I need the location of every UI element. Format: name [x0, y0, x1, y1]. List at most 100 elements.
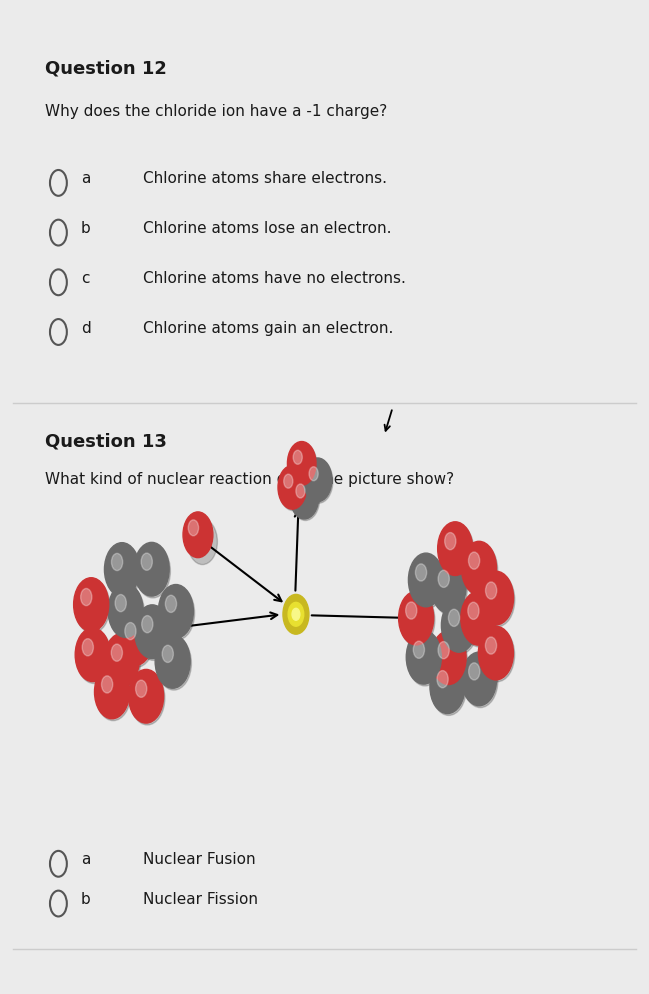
Circle shape	[290, 475, 319, 519]
Circle shape	[438, 641, 449, 659]
Circle shape	[303, 458, 332, 502]
Circle shape	[160, 586, 195, 640]
Circle shape	[129, 669, 164, 723]
Circle shape	[468, 602, 479, 619]
Circle shape	[406, 630, 441, 684]
Circle shape	[165, 595, 177, 612]
Text: b: b	[81, 221, 91, 237]
Circle shape	[156, 636, 191, 690]
Circle shape	[136, 545, 171, 598]
Text: What kind of nuclear reaction does the picture show?: What kind of nuclear reaction does the p…	[45, 472, 454, 487]
Circle shape	[136, 680, 147, 698]
Circle shape	[75, 580, 110, 633]
Text: a: a	[81, 171, 90, 187]
Circle shape	[437, 522, 472, 576]
Circle shape	[445, 533, 456, 550]
Circle shape	[82, 639, 93, 656]
Circle shape	[188, 520, 199, 536]
Circle shape	[77, 630, 112, 684]
Circle shape	[134, 543, 169, 596]
Circle shape	[437, 671, 448, 688]
Text: Chlorine atoms lose an electron.: Chlorine atoms lose an electron.	[143, 221, 391, 237]
Circle shape	[309, 467, 318, 481]
Circle shape	[463, 654, 498, 708]
Text: Question 13: Question 13	[45, 432, 167, 450]
Circle shape	[136, 606, 171, 660]
Circle shape	[108, 583, 143, 637]
Circle shape	[141, 615, 153, 633]
Circle shape	[96, 667, 131, 721]
Text: Why does the chloride ion have a -1 charge?: Why does the chloride ion have a -1 char…	[45, 104, 387, 119]
Circle shape	[469, 552, 480, 570]
Circle shape	[106, 545, 141, 598]
Circle shape	[278, 465, 306, 509]
Circle shape	[461, 591, 496, 645]
Circle shape	[115, 594, 127, 611]
Circle shape	[183, 512, 213, 558]
Circle shape	[104, 543, 140, 596]
Circle shape	[480, 628, 515, 682]
Circle shape	[95, 665, 130, 719]
Circle shape	[75, 628, 110, 682]
Text: Chlorine atoms have no electrons.: Chlorine atoms have no electrons.	[143, 270, 406, 286]
Circle shape	[292, 608, 300, 620]
Circle shape	[478, 572, 513, 625]
Circle shape	[291, 477, 320, 521]
Circle shape	[141, 553, 153, 571]
Circle shape	[439, 524, 474, 578]
Text: d: d	[81, 320, 91, 336]
Circle shape	[109, 585, 144, 639]
Circle shape	[408, 553, 443, 606]
Circle shape	[406, 602, 417, 619]
Circle shape	[485, 581, 496, 599]
Circle shape	[293, 450, 302, 464]
Circle shape	[162, 645, 173, 662]
Circle shape	[431, 662, 466, 716]
Circle shape	[432, 633, 467, 687]
Circle shape	[296, 484, 305, 498]
Circle shape	[288, 443, 317, 487]
Circle shape	[73, 578, 108, 631]
Circle shape	[461, 542, 496, 595]
Circle shape	[119, 613, 154, 667]
Text: Nuclear Fusion: Nuclear Fusion	[143, 852, 256, 868]
Circle shape	[408, 632, 443, 686]
Circle shape	[125, 622, 136, 640]
Circle shape	[478, 626, 513, 680]
Text: Chlorine atoms gain an electron.: Chlorine atoms gain an electron.	[143, 320, 393, 336]
Text: c: c	[81, 270, 90, 286]
Circle shape	[413, 641, 424, 658]
Circle shape	[430, 660, 465, 714]
Circle shape	[438, 571, 449, 587]
Circle shape	[398, 591, 434, 645]
Circle shape	[304, 459, 333, 503]
Circle shape	[462, 593, 497, 647]
Circle shape	[469, 663, 480, 680]
Circle shape	[188, 519, 217, 565]
Circle shape	[80, 588, 92, 605]
Circle shape	[432, 562, 467, 615]
Circle shape	[118, 611, 153, 665]
Text: b: b	[81, 892, 91, 908]
Circle shape	[283, 594, 309, 634]
Text: Chlorine atoms share electrons.: Chlorine atoms share electrons.	[143, 171, 387, 187]
Circle shape	[284, 474, 293, 488]
Circle shape	[101, 676, 113, 693]
Circle shape	[431, 631, 466, 685]
Circle shape	[130, 671, 165, 725]
Text: a: a	[81, 852, 90, 868]
Circle shape	[158, 584, 193, 638]
Circle shape	[111, 644, 123, 661]
Circle shape	[463, 543, 498, 596]
Circle shape	[104, 633, 140, 687]
Circle shape	[288, 441, 316, 485]
Circle shape	[461, 652, 496, 706]
Circle shape	[155, 634, 190, 688]
Circle shape	[410, 555, 445, 608]
Circle shape	[288, 602, 304, 626]
Circle shape	[480, 574, 515, 627]
Circle shape	[485, 637, 496, 654]
Text: Question 12: Question 12	[45, 60, 167, 78]
Circle shape	[112, 554, 123, 571]
Circle shape	[415, 564, 426, 581]
